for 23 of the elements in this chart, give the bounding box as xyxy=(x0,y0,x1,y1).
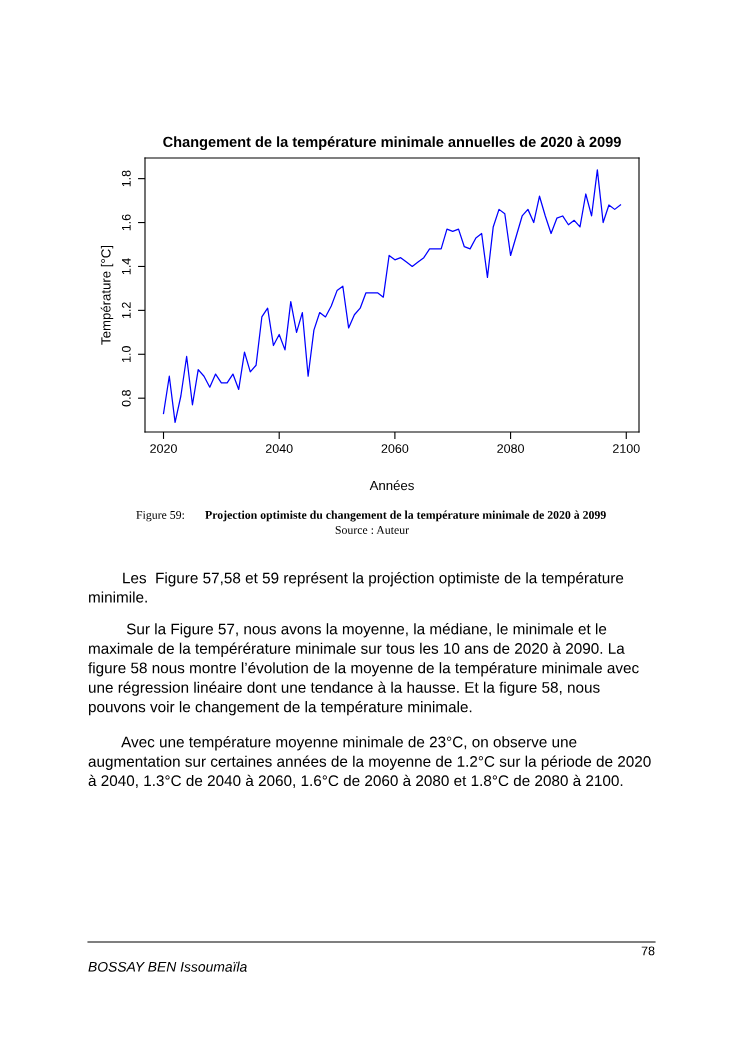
x-tick-label: 2020 xyxy=(150,444,177,453)
y-tick-label: 1.4 xyxy=(122,258,131,275)
text: BOSSAY BEN Issoumaïla xyxy=(88,961,247,972)
x-tick-label: 2080 xyxy=(497,444,524,453)
y-axis-title: Température [°C] xyxy=(100,246,114,345)
text: Avec une température moyenne minimale de 23°C, on observe une augmentation sur certaines années de la moyenne de 1.2°C sur la période de 2020 à 2040, 1.3°C de 2040 à 2060, 1.6°C de 2060 à 2080 et 1.8°C de 2080 à 2100. xyxy=(88,736,651,788)
text: Sur la Figure 57, nous avons la moyenne, la médiane, le minimale et le maximale de la tempérérature minimale sur tous les 10 ans de 2020 à 2090. La figure 58 nous montre l’évolution de la moyenne de la température minimale avec une régression linéaire dont une tendance à la hausse. Et la figure 58, nous pouvons voir le changement de la température minimale. xyxy=(88,623,639,716)
text: 78 xyxy=(641,946,655,956)
y-tick-label: 1.2 xyxy=(121,302,131,319)
source-note: Source : Auteur xyxy=(335,526,409,535)
text: Les Figure 57,58 et 59 représent la projéction optimiste de la température minimile. xyxy=(89,572,624,603)
x-axis-title: Années xyxy=(369,480,414,491)
x-tick-label: 2040 xyxy=(265,444,293,453)
caption: Figure 59: xyxy=(136,510,184,522)
y-tick-label: 1.0 xyxy=(121,346,131,363)
y-tick-label: 0.8 xyxy=(121,390,131,407)
chart-title: Changement de la température minimale annuelles de 2020 à 2099 xyxy=(163,136,621,150)
line-series xyxy=(162,169,622,423)
x-tick-label: 2060 xyxy=(381,444,409,453)
y-tick-label: 1.6 xyxy=(121,214,131,231)
y-tick-label: 1.8 xyxy=(121,170,131,187)
x-tick-label: 2100 xyxy=(613,444,640,453)
text: Projection optimiste du changement de la température minimale de 2020 à 2099 xyxy=(205,510,606,522)
